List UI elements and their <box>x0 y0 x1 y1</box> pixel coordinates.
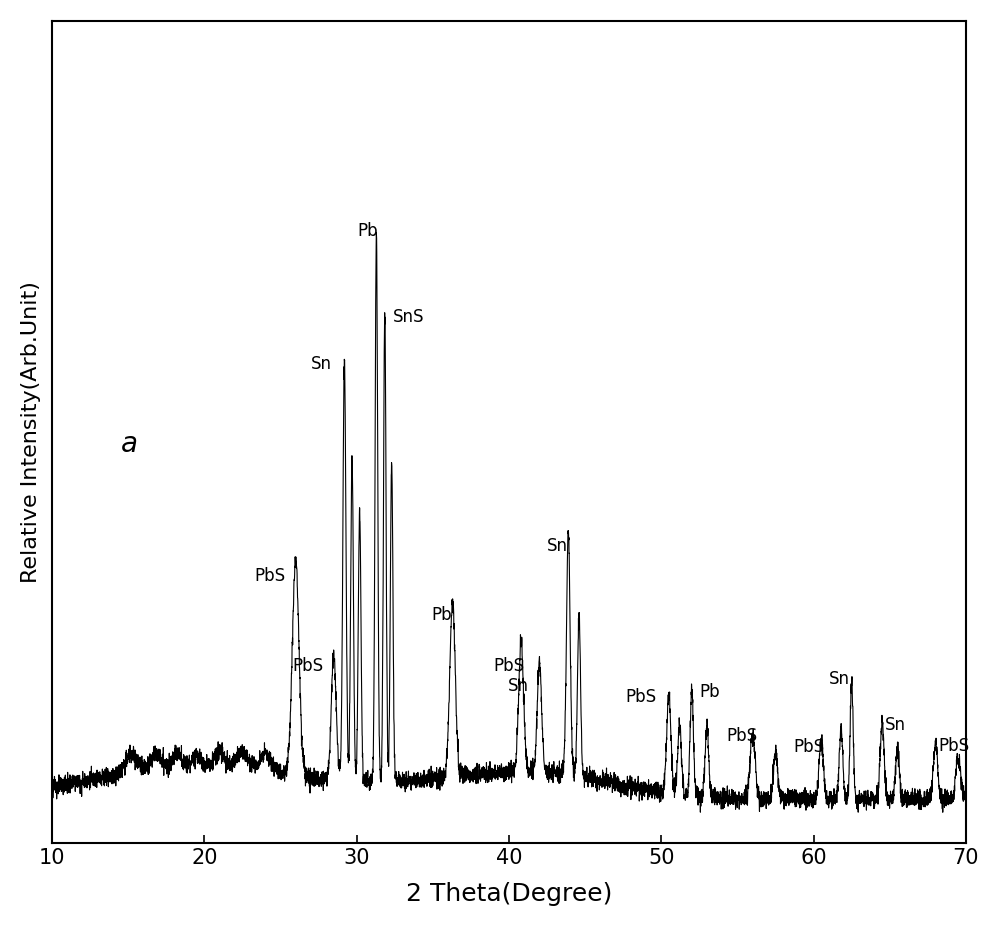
Text: Sn: Sn <box>829 670 850 689</box>
Text: Sn: Sn <box>508 677 529 694</box>
Text: PbS: PbS <box>254 567 285 585</box>
Y-axis label: Relative Intensity(Arb.Unit): Relative Intensity(Arb.Unit) <box>21 281 41 583</box>
Text: PbS: PbS <box>938 737 970 755</box>
Text: PbS: PbS <box>726 728 758 745</box>
Text: Pb: Pb <box>357 222 378 240</box>
Text: Pb: Pb <box>432 606 452 624</box>
Text: Sn: Sn <box>885 716 906 734</box>
Text: a: a <box>120 430 137 458</box>
Text: Pb: Pb <box>699 683 720 701</box>
Text: SnS: SnS <box>393 309 425 326</box>
Text: PbS: PbS <box>626 689 657 706</box>
Text: PbS: PbS <box>793 738 825 756</box>
Text: PbS: PbS <box>292 657 323 675</box>
X-axis label: 2 Theta(Degree): 2 Theta(Degree) <box>406 883 612 907</box>
Text: PbS: PbS <box>493 657 524 675</box>
Text: Sn: Sn <box>547 537 568 555</box>
Text: Sn: Sn <box>311 355 332 374</box>
